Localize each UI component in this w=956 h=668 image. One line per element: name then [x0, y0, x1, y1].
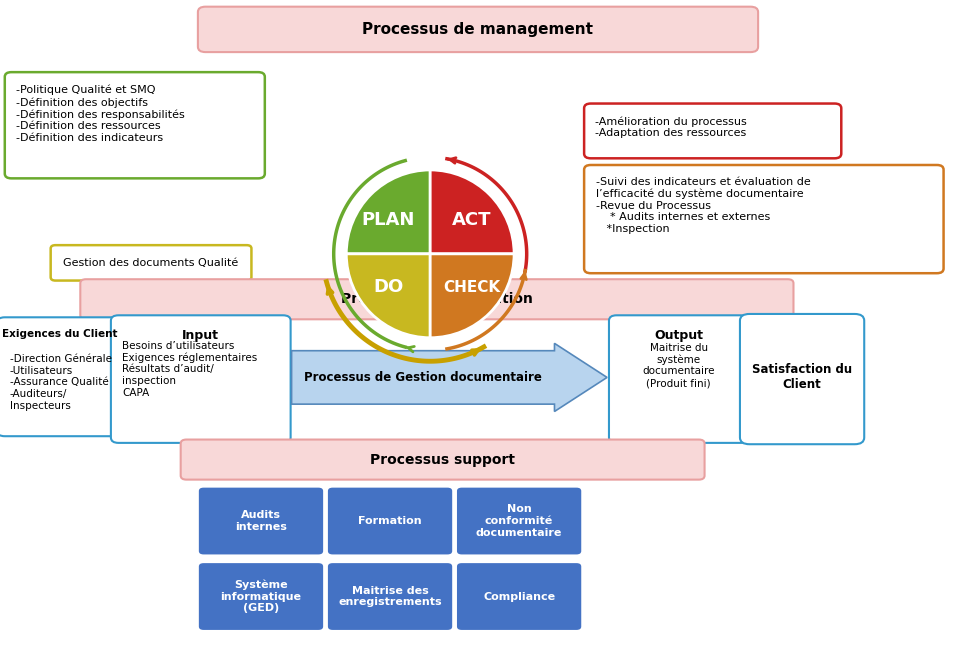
Text: Processus de Gestion documentaire: Processus de Gestion documentaire [304, 371, 542, 384]
FancyBboxPatch shape [328, 563, 452, 630]
Text: -Direction Générale
-Utilisateurs
-Assurance Qualité
-Auditeurs/
Inspecteurs: -Direction Générale -Utilisateurs -Assur… [10, 343, 112, 411]
Wedge shape [430, 254, 514, 338]
Text: Input: Input [183, 329, 219, 341]
Text: Audits
internes: Audits internes [235, 510, 287, 532]
FancyArrow shape [292, 343, 607, 411]
Text: -Suivi des indicateurs et évaluation de
l’efficacité du système documentaire
-Re: -Suivi des indicateurs et évaluation de … [596, 177, 811, 234]
Text: Besoins d’utilisateurs
Exigences réglementaires
Résultats d’audit/
inspection
CA: Besoins d’utilisateurs Exigences régleme… [122, 341, 257, 397]
Text: Formation: Formation [358, 516, 422, 526]
FancyBboxPatch shape [740, 314, 864, 444]
FancyBboxPatch shape [80, 279, 793, 319]
Wedge shape [346, 254, 430, 338]
Text: Processus support: Processus support [370, 453, 515, 466]
FancyBboxPatch shape [199, 488, 323, 554]
Text: ACT: ACT [452, 211, 492, 229]
Text: Non
conformité
documentaire: Non conformité documentaire [476, 504, 562, 538]
Text: DO: DO [373, 279, 403, 297]
FancyBboxPatch shape [457, 563, 581, 630]
FancyBboxPatch shape [198, 7, 758, 52]
Text: PLAN: PLAN [361, 211, 415, 229]
FancyBboxPatch shape [51, 245, 251, 281]
Text: Système
informatique
(GED): Système informatique (GED) [221, 580, 301, 613]
FancyBboxPatch shape [609, 315, 749, 443]
Text: CHECK: CHECK [444, 280, 501, 295]
Text: Processus de réalisation: Processus de réalisation [341, 293, 532, 306]
Text: -Amélioration du processus
-Adaptation des ressources: -Amélioration du processus -Adaptation d… [595, 116, 747, 138]
Text: Maitrise des
enregistrements: Maitrise des enregistrements [338, 586, 442, 607]
Text: Compliance: Compliance [483, 592, 555, 601]
FancyBboxPatch shape [328, 488, 452, 554]
Text: Processus de management: Processus de management [362, 22, 594, 37]
Text: Maitrise du
système
documentaire
(Produit fini): Maitrise du système documentaire (Produi… [642, 343, 715, 388]
FancyBboxPatch shape [0, 317, 122, 436]
Text: -Politique Qualité et SMQ
-Définition des objectifs
-Définition des responsabili: -Politique Qualité et SMQ -Définition de… [16, 85, 185, 143]
Text: Satisfaction du
Client: Satisfaction du Client [752, 363, 852, 391]
FancyBboxPatch shape [181, 440, 705, 480]
Wedge shape [430, 170, 514, 254]
Text: Output: Output [654, 329, 704, 341]
FancyBboxPatch shape [199, 563, 323, 630]
Wedge shape [346, 170, 430, 254]
FancyBboxPatch shape [111, 315, 291, 443]
Text: Exigences du Client: Exigences du Client [2, 329, 117, 339]
FancyBboxPatch shape [584, 165, 944, 273]
FancyBboxPatch shape [457, 488, 581, 554]
FancyBboxPatch shape [5, 72, 265, 178]
FancyBboxPatch shape [584, 104, 841, 158]
Text: Gestion des documents Qualité: Gestion des documents Qualité [63, 258, 239, 267]
